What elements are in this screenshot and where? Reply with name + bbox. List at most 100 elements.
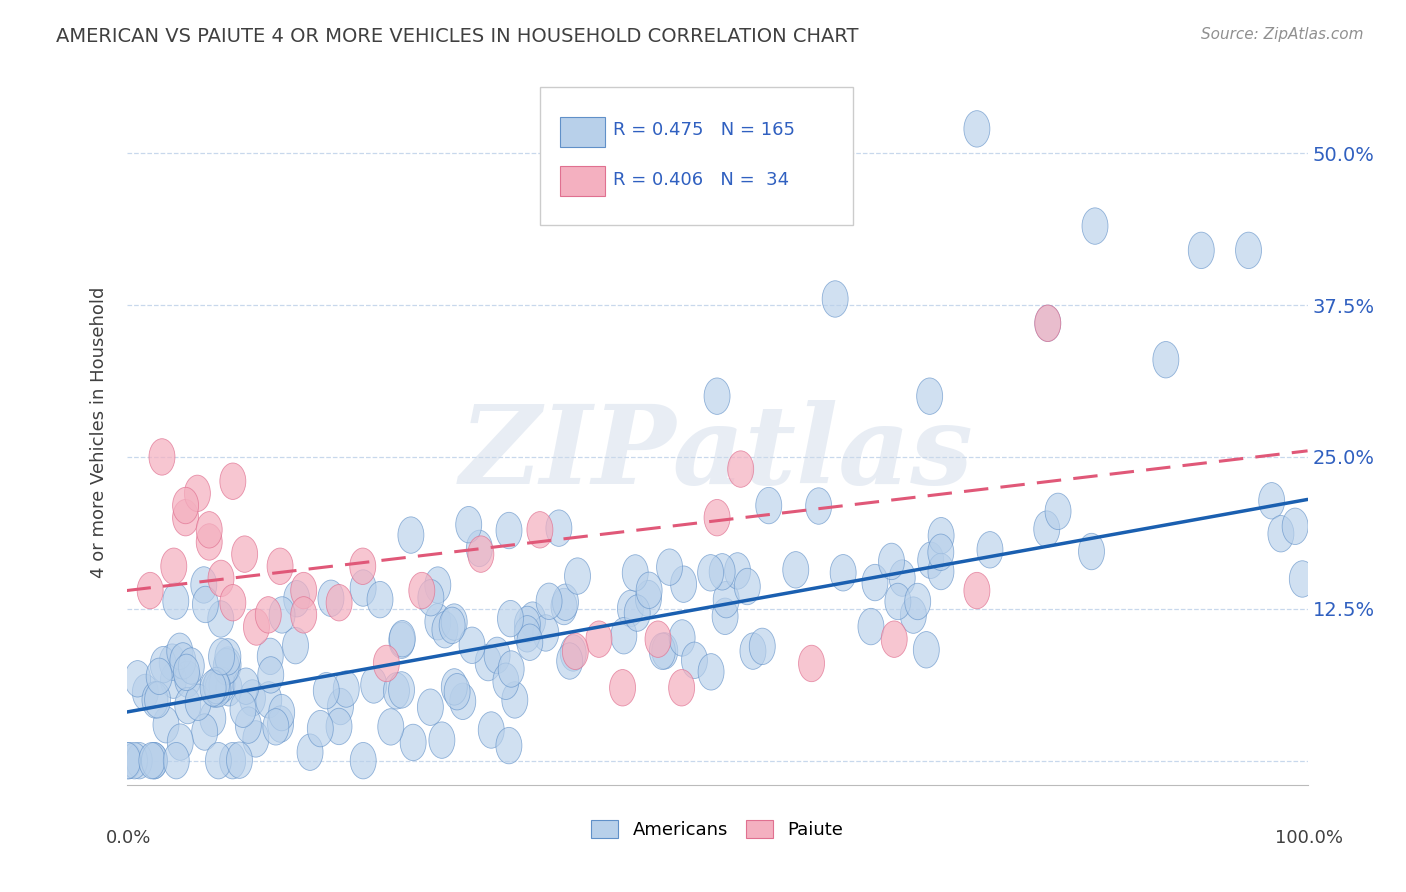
- Ellipse shape: [636, 572, 662, 608]
- Ellipse shape: [184, 475, 211, 512]
- Ellipse shape: [1236, 232, 1261, 268]
- Ellipse shape: [243, 721, 269, 757]
- Ellipse shape: [498, 600, 523, 637]
- Ellipse shape: [546, 510, 572, 547]
- Ellipse shape: [551, 589, 576, 624]
- Ellipse shape: [208, 601, 233, 637]
- Ellipse shape: [1083, 208, 1108, 244]
- Ellipse shape: [217, 670, 242, 706]
- Ellipse shape: [314, 673, 339, 709]
- Ellipse shape: [193, 586, 218, 623]
- Ellipse shape: [498, 651, 524, 687]
- Ellipse shape: [441, 669, 467, 706]
- Ellipse shape: [267, 706, 294, 742]
- Ellipse shape: [159, 644, 186, 681]
- Text: 100.0%: 100.0%: [1275, 829, 1343, 847]
- Ellipse shape: [269, 597, 295, 633]
- Ellipse shape: [115, 742, 142, 779]
- Ellipse shape: [350, 742, 377, 779]
- Ellipse shape: [496, 512, 522, 549]
- Ellipse shape: [1188, 232, 1215, 268]
- Ellipse shape: [384, 673, 409, 709]
- Ellipse shape: [610, 617, 637, 654]
- Ellipse shape: [536, 583, 562, 620]
- Ellipse shape: [806, 488, 831, 524]
- Ellipse shape: [163, 582, 188, 619]
- Ellipse shape: [652, 632, 678, 669]
- Ellipse shape: [697, 555, 724, 591]
- Ellipse shape: [977, 532, 1002, 568]
- Ellipse shape: [1035, 305, 1060, 342]
- Ellipse shape: [191, 714, 218, 750]
- Ellipse shape: [205, 742, 232, 779]
- Text: R = 0.475   N = 165: R = 0.475 N = 165: [613, 121, 796, 139]
- Ellipse shape: [231, 691, 256, 728]
- Ellipse shape: [879, 543, 904, 580]
- Ellipse shape: [884, 583, 911, 620]
- Ellipse shape: [398, 516, 423, 553]
- Ellipse shape: [267, 548, 292, 584]
- Ellipse shape: [669, 670, 695, 706]
- Ellipse shape: [657, 549, 682, 585]
- Text: R = 0.406   N =  34: R = 0.406 N = 34: [613, 170, 789, 188]
- FancyBboxPatch shape: [540, 87, 853, 225]
- Ellipse shape: [928, 517, 955, 554]
- Ellipse shape: [444, 673, 470, 710]
- Text: ZIPatlas: ZIPatlas: [460, 400, 974, 508]
- Ellipse shape: [858, 608, 884, 645]
- Ellipse shape: [149, 439, 174, 475]
- Ellipse shape: [669, 620, 695, 657]
- Text: 0.0%: 0.0%: [105, 829, 150, 847]
- Ellipse shape: [409, 573, 434, 609]
- Ellipse shape: [904, 583, 931, 620]
- Ellipse shape: [699, 654, 724, 690]
- Ellipse shape: [202, 671, 228, 707]
- Ellipse shape: [711, 599, 738, 634]
- Ellipse shape: [389, 622, 415, 658]
- Ellipse shape: [186, 684, 211, 721]
- Ellipse shape: [257, 638, 283, 674]
- Ellipse shape: [724, 553, 751, 589]
- Ellipse shape: [174, 661, 201, 698]
- Ellipse shape: [204, 667, 229, 704]
- Ellipse shape: [318, 580, 344, 616]
- Ellipse shape: [333, 671, 360, 707]
- Ellipse shape: [914, 632, 939, 668]
- Ellipse shape: [256, 597, 281, 633]
- FancyBboxPatch shape: [560, 166, 605, 196]
- Ellipse shape: [429, 722, 456, 758]
- Ellipse shape: [263, 708, 288, 745]
- Ellipse shape: [484, 637, 510, 673]
- Ellipse shape: [704, 378, 730, 415]
- Ellipse shape: [233, 668, 259, 705]
- Ellipse shape: [636, 581, 661, 616]
- Ellipse shape: [215, 639, 240, 675]
- Ellipse shape: [209, 667, 235, 703]
- Ellipse shape: [269, 694, 295, 731]
- Ellipse shape: [586, 621, 612, 657]
- Ellipse shape: [308, 710, 333, 747]
- Ellipse shape: [163, 742, 190, 779]
- Ellipse shape: [256, 681, 281, 718]
- Ellipse shape: [226, 742, 253, 779]
- Ellipse shape: [160, 662, 187, 698]
- Ellipse shape: [783, 551, 808, 588]
- Ellipse shape: [160, 548, 187, 584]
- Ellipse shape: [468, 536, 494, 573]
- Ellipse shape: [200, 670, 226, 706]
- Ellipse shape: [965, 573, 990, 609]
- Ellipse shape: [425, 604, 451, 640]
- Ellipse shape: [200, 700, 226, 737]
- Ellipse shape: [142, 681, 167, 718]
- Ellipse shape: [208, 560, 233, 597]
- Ellipse shape: [235, 707, 262, 743]
- Ellipse shape: [713, 582, 740, 618]
- Ellipse shape: [617, 591, 644, 627]
- Ellipse shape: [740, 633, 766, 669]
- Ellipse shape: [418, 689, 443, 725]
- Ellipse shape: [624, 595, 650, 632]
- Ellipse shape: [671, 566, 696, 602]
- Ellipse shape: [257, 657, 284, 693]
- Ellipse shape: [533, 615, 558, 651]
- Ellipse shape: [557, 643, 582, 679]
